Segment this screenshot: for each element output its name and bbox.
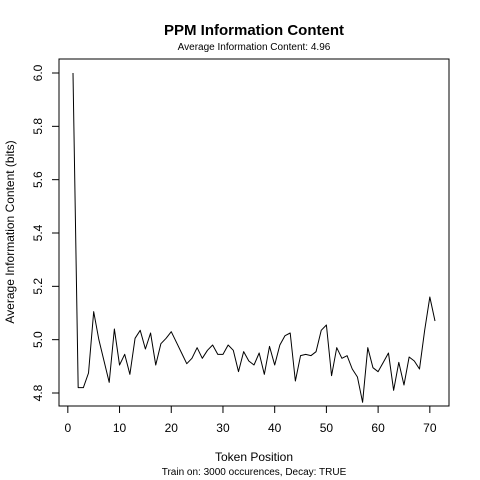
x-tick-label: 50 — [320, 421, 334, 435]
y-tick-label: 5.2 — [31, 278, 45, 295]
y-axis: 4.8 5.0 5.2 5.4 5.6 5.8 6.0 — [31, 64, 59, 401]
y-tick-label: 6.0 — [31, 64, 45, 81]
y-tick-label: 5.4 — [31, 224, 45, 241]
x-axis: 0 10 20 30 40 50 60 70 — [64, 406, 437, 435]
chart-subtitle: Average Information Content: 4.96 — [178, 42, 331, 53]
series-line — [72, 72, 436, 403]
chart-footnote: Train on: 3000 occurences, Decay: TRUE — [162, 467, 347, 478]
series-group — [72, 72, 436, 403]
x-tick-label: 0 — [64, 421, 71, 435]
x-tick-label: 60 — [371, 421, 385, 435]
x-axis-label: Token Position — [215, 450, 293, 464]
chart-title: PPM Information Content — [164, 22, 344, 39]
y-tick-label: 5.6 — [31, 171, 45, 188]
x-tick-label: 40 — [268, 421, 282, 435]
x-tick-label: 20 — [165, 421, 179, 435]
x-tick-label: 10 — [113, 421, 127, 435]
y-axis-label: Average Information Content (bits) — [3, 140, 17, 323]
x-tick-label: 30 — [216, 421, 230, 435]
x-tick-label: 70 — [423, 421, 437, 435]
y-tick-label: 5.0 — [31, 331, 45, 348]
y-tick-label: 4.8 — [31, 384, 45, 401]
y-tick-label: 5.8 — [31, 118, 45, 135]
